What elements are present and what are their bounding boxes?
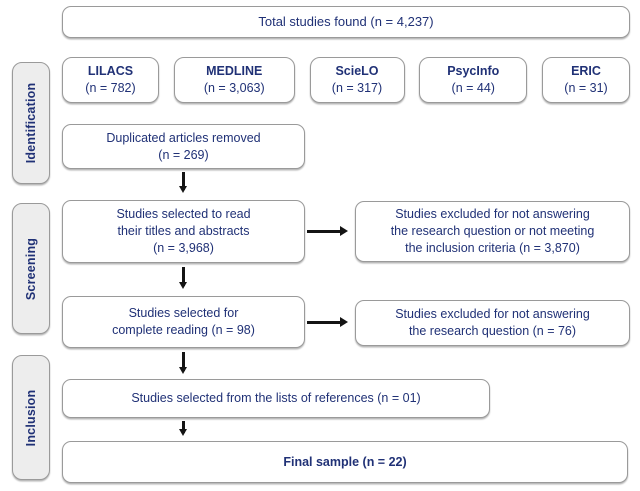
stage-identification-label: Identification (24, 82, 38, 164)
excluded-reading-count: the research question (n = 76) (408, 324, 577, 338)
stage-screening-label: Screening (24, 237, 38, 300)
excluded-reading-line: Studies excluded for not answering (395, 307, 590, 322)
database-name: ERIC (571, 64, 601, 79)
stage-screening: Screening (12, 203, 50, 334)
excluded-reading-box: Studies excluded for not answering the r… (355, 300, 630, 346)
total-studies-box: Total studies found (n = 4,237) (62, 6, 630, 38)
right-arrow-icon (307, 321, 345, 324)
database-count: (n = 3,063) (203, 81, 265, 95)
database-name: MEDLINE (206, 64, 263, 79)
stage-identification: Identification (12, 62, 50, 184)
database-box-medline: MEDLINE (n = 3,063) (173, 57, 295, 103)
titles-abstracts-count: (n = 3,968) (153, 240, 214, 255)
stage-inclusion: Inclusion (12, 355, 50, 480)
duplicates-removed-count: (n = 269) (158, 147, 209, 162)
total-studies-label: Total studies found (n = 4,237) (258, 14, 434, 30)
excluded-titles-count: the inclusion criteria (n = 3,870) (405, 240, 580, 255)
titles-abstracts-box: Studies selected to read their titles an… (62, 200, 305, 263)
down-arrow-icon (182, 421, 185, 433)
down-arrow-icon (182, 267, 185, 286)
right-arrow-icon (307, 230, 345, 233)
database-count: (n = 782) (85, 81, 136, 95)
database-name: ScieLO (335, 64, 379, 79)
database-count: (n = 317) (331, 81, 383, 95)
complete-reading-count: complete reading (n = 98) (112, 323, 255, 337)
stage-inclusion-label: Inclusion (24, 389, 38, 446)
titles-abstracts-line: their titles and abstracts (117, 224, 250, 239)
database-box-lilacs: LILACS (n = 782) (62, 57, 159, 103)
excluded-titles-box: Studies excluded for not answering the r… (355, 201, 630, 262)
complete-reading-line: Studies selected for (128, 306, 239, 321)
database-box-eric: ERIC (n = 31) (542, 57, 630, 103)
database-name: LILACS (87, 64, 134, 79)
excluded-titles-line: the research question or not meeting (390, 224, 595, 239)
duplicates-removed-box: Duplicated articles removed (n = 269) (62, 124, 305, 169)
database-name: PsycInfo (447, 64, 500, 79)
final-sample-label: Final sample (n = 22) (283, 454, 407, 469)
complete-reading-box: Studies selected for complete reading (n… (62, 296, 305, 348)
titles-abstracts-line: Studies selected to read (116, 207, 251, 222)
database-row: LILACS (n = 782) MEDLINE (n = 3,063) Sci… (62, 57, 630, 103)
down-arrow-icon (182, 172, 185, 190)
references-label: Studies selected from the lists of refer… (131, 391, 421, 406)
database-count: (n = 31) (564, 81, 608, 95)
excluded-titles-line: Studies excluded for not answering (395, 207, 590, 222)
database-count: (n = 44) (451, 81, 495, 95)
final-sample-box: Final sample (n = 22) (62, 441, 628, 483)
down-arrow-icon (182, 352, 185, 371)
database-box-psycinfo: PsycInfo (n = 44) (419, 57, 528, 103)
references-box: Studies selected from the lists of refer… (62, 379, 490, 418)
duplicates-removed-line: Duplicated articles removed (106, 130, 261, 145)
database-box-scielo: ScieLO (n = 317) (309, 57, 405, 103)
